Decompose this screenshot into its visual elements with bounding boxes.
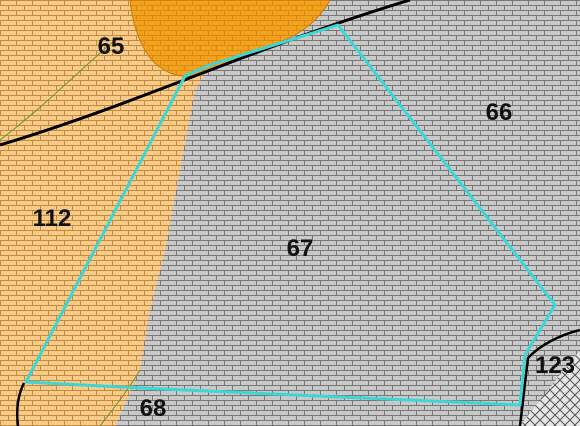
road-line [0,0,411,147]
road-curve-right [518,328,580,426]
thin-boundary-line-2 [99,369,141,426]
road-curve-bottom [16,382,26,426]
thin-boundary-line [0,39,116,141]
zone-67-selection-outline[interactable] [24,23,557,407]
zone-123-hatch[interactable] [520,350,580,426]
zone-tan-area[interactable] [0,0,330,426]
